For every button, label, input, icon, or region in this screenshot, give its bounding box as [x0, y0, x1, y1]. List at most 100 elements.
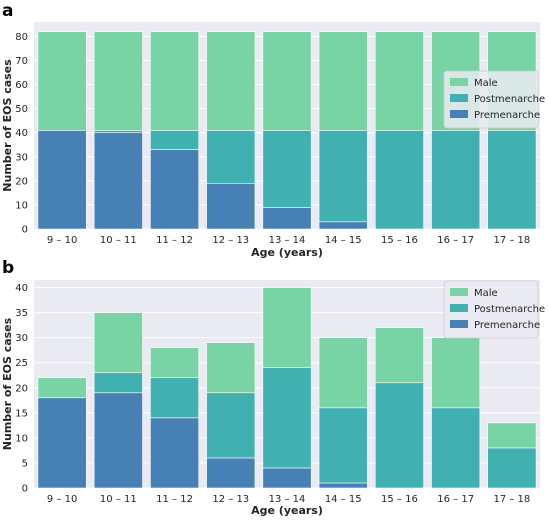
y-tick-label: 25 [15, 358, 28, 369]
x-tick-label: 15 – 16 [381, 494, 418, 505]
bar-male-16-17 [431, 337, 481, 409]
bar-postmenarche-15-16 [374, 382, 424, 489]
bar-postmenarche-10-11 [93, 130, 143, 134]
x-tick-label: 10 – 11 [100, 235, 137, 246]
x-tick-label: 13 – 14 [269, 235, 306, 246]
x-tick-label: 17 – 18 [493, 494, 530, 505]
y-tick-label: 10 [15, 200, 28, 211]
y-tick-label: 15 [15, 408, 28, 419]
bar-postmenarche-13-14 [262, 130, 312, 208]
bar-premenarche-12-13 [206, 457, 256, 489]
y-tick-label: 5 [22, 458, 28, 469]
y-tick-label: 10 [15, 433, 28, 444]
bar-postmenarche-14-15 [318, 407, 368, 484]
bar-male-17-18 [487, 422, 537, 449]
bar-postmenarche-15-16 [374, 130, 424, 230]
x-tick-label: 13 – 14 [269, 494, 306, 505]
legend-label-male: Male [474, 78, 498, 89]
legend-swatch-postmenarche [450, 94, 468, 102]
x-tick-label: 16 – 17 [437, 494, 474, 505]
x-tick-label: 15 – 16 [381, 235, 418, 246]
bar-postmenarche-12-13 [206, 392, 256, 459]
legend-label-postmenarche: Postmenarche [474, 304, 545, 315]
x-tick-label: 9 – 10 [47, 494, 77, 505]
bar-postmenarche-16-17 [431, 130, 481, 230]
bar-premenarche-14-15 [318, 221, 368, 230]
bar-postmenarche-16-17 [431, 407, 481, 489]
legend-swatch-premenarche [450, 110, 468, 118]
x-tick-label: 14 – 15 [325, 494, 362, 505]
bar-male-12-13 [206, 342, 256, 394]
legend: Male Postmenarche Premenarche [443, 70, 545, 129]
y-tick-label: 20 [15, 383, 28, 394]
bar-male-13-14 [262, 31, 312, 131]
panel-label: b [2, 258, 14, 278]
y-tick-label: 40 [15, 128, 28, 139]
bar-premenarche-13-14 [262, 467, 312, 489]
y-tick-label: 30 [15, 152, 28, 163]
bar-premenarche-11-12 [150, 149, 200, 230]
y-tick-label: 70 [15, 56, 28, 67]
x-tick-label: 9 – 10 [47, 235, 77, 246]
legend-label-male: Male [474, 288, 498, 299]
legend-label-postmenarche: Postmenarche [474, 94, 545, 105]
x-axis-label: Age (years) [251, 246, 323, 259]
x-tick-label: 12 – 13 [212, 235, 249, 246]
legend-label-premenarche: Premenarche [474, 110, 540, 121]
bar-premenarche-9-10 [37, 130, 87, 230]
bar-premenarche-11-12 [150, 417, 200, 489]
legend-swatch-premenarche [450, 320, 468, 328]
y-axis-label: Number of EOS cases [1, 317, 14, 450]
x-tick-label: 16 – 17 [437, 235, 474, 246]
y-tick-label: 0 [22, 225, 28, 236]
legend: Male Postmenarche Premenarche [443, 280, 545, 339]
bar-male-10-11 [93, 312, 143, 374]
bar-postmenarche-12-13 [206, 130, 256, 184]
bar-premenarche-13-14 [262, 207, 312, 230]
bar-postmenarche-13-14 [262, 367, 312, 469]
bar-male-10-11 [93, 31, 143, 131]
y-tick-label: 30 [15, 333, 28, 344]
x-tick-label: 17 – 18 [493, 235, 530, 246]
bar-male-14-15 [318, 337, 368, 409]
y-tick-label: 0 [22, 484, 28, 495]
x-tick-label: 12 – 13 [212, 494, 249, 505]
bar-postmenarche-11-12 [150, 377, 200, 419]
bar-male-11-12 [150, 347, 200, 379]
bar-male-15-16 [374, 31, 424, 131]
bar-postmenarche-17-18 [487, 447, 537, 489]
legend-swatch-postmenarche [450, 304, 468, 312]
bar-male-13-14 [262, 287, 312, 369]
legend-swatch-male [450, 78, 468, 86]
bar-postmenarche-11-12 [150, 130, 200, 150]
y-tick-label: 60 [15, 80, 28, 91]
bar-male-15-16 [374, 327, 424, 384]
bar-male-9-10 [37, 31, 87, 131]
y-tick-label: 80 [15, 32, 28, 43]
x-tick-label: 14 – 15 [325, 235, 362, 246]
x-axis-label: Age (years) [251, 504, 323, 517]
bar-premenarche-10-11 [93, 132, 143, 230]
bar-male-9-10 [37, 377, 87, 399]
chart-panel-a: 0 10 20 30 40 50 60 70 80 9 – 10 10 – 11 11 – 12 12 … [1, 1, 545, 259]
bar-premenarche-9-10 [37, 397, 87, 489]
bar-male-12-13 [206, 31, 256, 131]
y-tick-label: 35 [15, 308, 28, 319]
bar-premenarche-14-15 [318, 482, 368, 489]
chart-panel-b: 0 5 10 15 20 25 30 35 40 9 – 10 10 – 11 11 – 12 12 –… [1, 258, 545, 517]
bar-male-11-12 [150, 31, 200, 131]
panel-label: a [2, 1, 13, 21]
legend-label-premenarche: Premenarche [474, 320, 540, 331]
x-tick-label: 11 – 12 [156, 235, 193, 246]
y-tick-label: 50 [15, 104, 28, 115]
y-tick-label: 20 [15, 176, 28, 187]
bar-postmenarche-14-15 [318, 130, 368, 223]
bar-male-14-15 [318, 31, 368, 131]
bar-premenarche-10-11 [93, 392, 143, 489]
bar-postmenarche-10-11 [93, 372, 143, 394]
bar-premenarche-12-13 [206, 182, 256, 230]
x-tick-label: 10 – 11 [100, 494, 137, 505]
y-tick-label: 40 [15, 283, 28, 294]
y-axis-label: Number of EOS cases [1, 59, 14, 192]
